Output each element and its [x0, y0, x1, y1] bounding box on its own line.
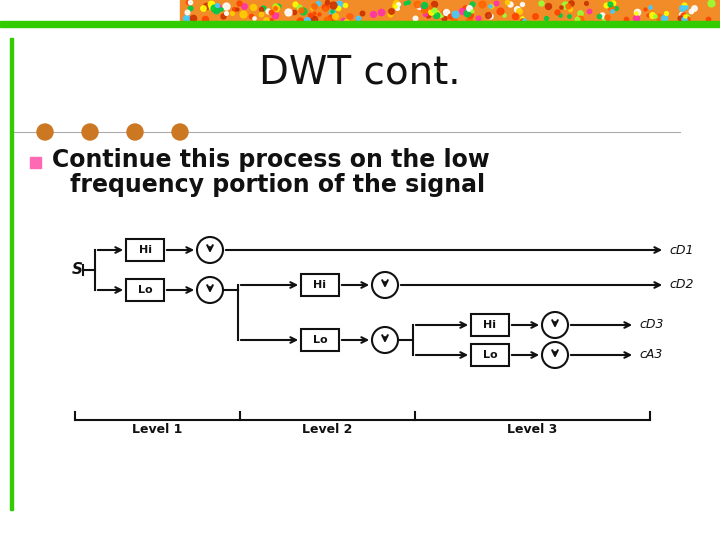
Text: Hi: Hi [484, 320, 497, 330]
Bar [10, 38, 13, 510]
Text: frequency portion of the signal: frequency portion of the signal [70, 173, 485, 197]
Bar [301, 274, 339, 296]
Bar [301, 329, 339, 351]
Text: Lo: Lo [482, 350, 498, 360]
Bar [30, 157, 41, 168]
Bar [471, 314, 509, 336]
Text: Hi: Hi [138, 245, 151, 255]
Circle shape [37, 124, 53, 140]
Circle shape [372, 272, 398, 298]
Text: Lo: Lo [138, 285, 153, 295]
Text: Lo: Lo [312, 335, 328, 345]
Circle shape [372, 327, 398, 353]
Circle shape [542, 342, 568, 368]
Circle shape [127, 124, 143, 140]
Bar [0, 21, 720, 27]
Bar [126, 279, 164, 301]
Text: Level 2: Level 2 [302, 423, 352, 436]
Circle shape [82, 124, 98, 140]
Circle shape [542, 312, 568, 338]
Text: Continue this process on the low: Continue this process on the low [52, 148, 490, 172]
Bar [471, 344, 509, 366]
Text: Level 1: Level 1 [132, 423, 182, 436]
Text: Level 3: Level 3 [507, 423, 557, 436]
Circle shape [197, 237, 223, 263]
Circle shape [197, 277, 223, 303]
Text: cA3: cA3 [639, 348, 662, 361]
Text: DWT cont.: DWT cont. [259, 53, 461, 91]
Text: Hi: Hi [313, 280, 326, 290]
Text: S: S [72, 262, 83, 278]
Circle shape [172, 124, 188, 140]
Bar [180, 0, 720, 22]
Text: cD3: cD3 [639, 319, 664, 332]
Bar [126, 239, 164, 261]
Text: cD1: cD1 [669, 244, 693, 256]
Text: cD2: cD2 [669, 279, 693, 292]
